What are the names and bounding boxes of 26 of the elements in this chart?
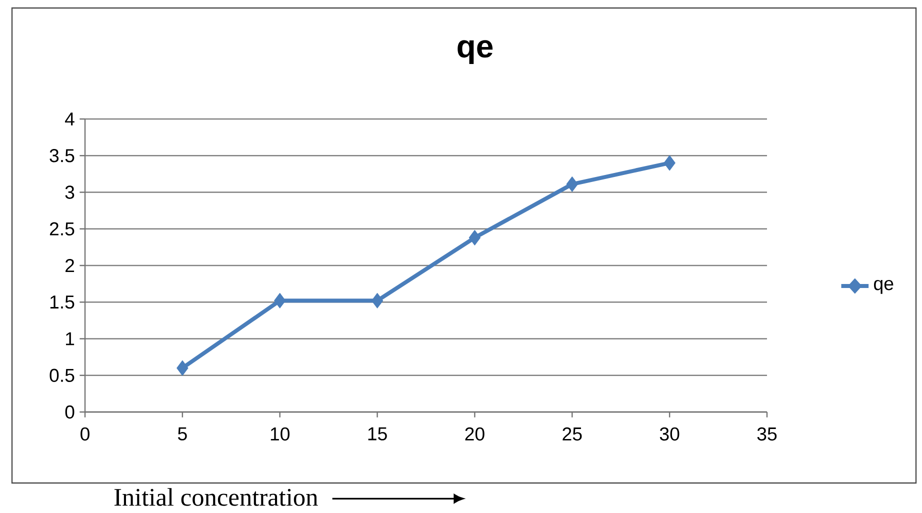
x-tick-label: 35 (757, 427, 777, 441)
point (468, 230, 481, 246)
x-tick-label: 25 (562, 427, 582, 441)
point (566, 176, 578, 192)
y-tick-label: 4 (65, 112, 74, 126)
y-tick-label: 1 (66, 332, 74, 346)
x-tick-label: 0 (80, 427, 90, 441)
y-tick-label: 2.5 (50, 222, 74, 236)
x-tick-label: 5 (178, 427, 187, 440)
point (371, 292, 384, 308)
y-tick-label: 3 (65, 186, 74, 199)
point (176, 360, 188, 376)
x-tick-label: 30 (660, 427, 680, 441)
point (664, 155, 676, 171)
legend-label: qe (874, 280, 894, 294)
point (274, 292, 286, 308)
x-axis-title: Initial concentration (114, 488, 318, 506)
y-tick-label: 0.5 (50, 368, 74, 382)
chart-title: qe (458, 40, 493, 64)
y-tick-label: 0 (65, 405, 74, 419)
x-tick-label: 15 (368, 427, 387, 440)
x-tick-label: 20 (465, 427, 484, 441)
y-tick-label: 2 (66, 258, 74, 272)
y-tick-label: 1.5 (50, 296, 74, 309)
x-tick-label: 10 (270, 427, 290, 441)
y-tick-label: 3.5 (50, 149, 74, 162)
